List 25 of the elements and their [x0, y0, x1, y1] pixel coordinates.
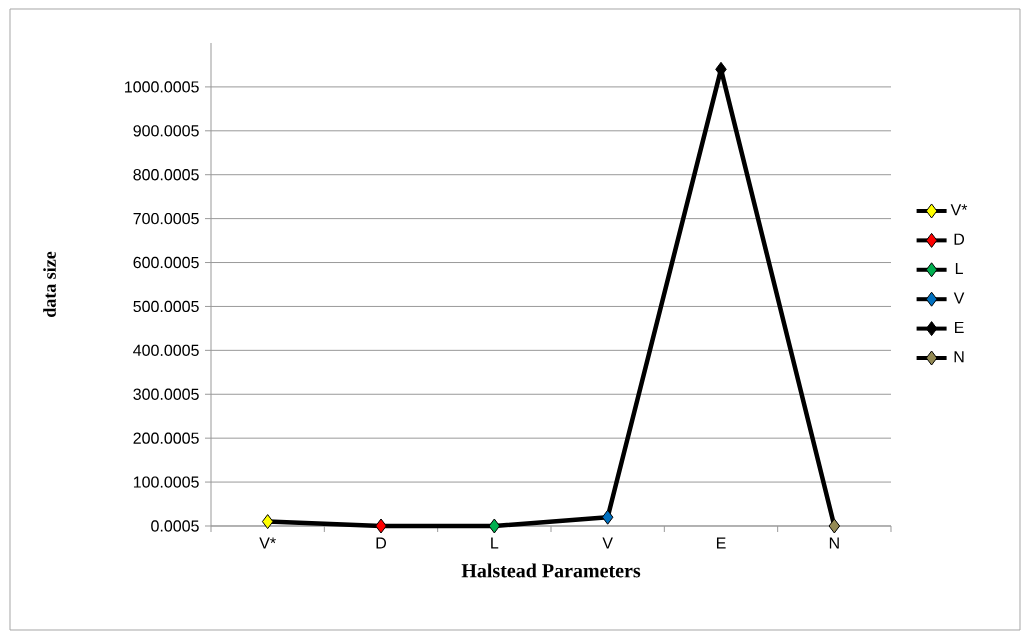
y-tick-label: 400.0005 — [133, 344, 199, 357]
x-tick-label: N — [829, 537, 839, 549]
y-tick-label: 300.0005 — [133, 388, 199, 400]
legend-label: L — [955, 263, 963, 275]
y-tick-label: 600.0005 — [133, 256, 199, 269]
legend-label: E — [955, 321, 964, 333]
y-tick-label: 100.0005 — [133, 476, 199, 488]
y-tick-label: 700.0005 — [133, 212, 199, 225]
y-tick-label: 1000.0005 — [125, 81, 199, 93]
x-tick-label: L — [491, 537, 499, 549]
legend-label: N — [954, 351, 964, 363]
y-tick-label: 0.0005 — [151, 520, 199, 532]
x-tick-label: E — [716, 537, 726, 549]
legend-label: V — [953, 292, 965, 304]
x-axis-title: Halstead Parameters — [461, 563, 641, 578]
legend-label: D — [954, 233, 965, 245]
y-axis-title: data size — [43, 251, 56, 317]
x-tick-label: V — [602, 537, 613, 549]
x-tick-label: D — [376, 537, 387, 549]
legend-label: V* — [950, 204, 968, 216]
y-tick-label: 900.0005 — [133, 125, 199, 137]
y-tick-label: 500.0005 — [133, 300, 199, 313]
y-tick-label: 800.0005 — [133, 169, 199, 181]
y-tick-label: 200.0005 — [133, 432, 199, 444]
x-tick-label: V* — [259, 537, 276, 549]
